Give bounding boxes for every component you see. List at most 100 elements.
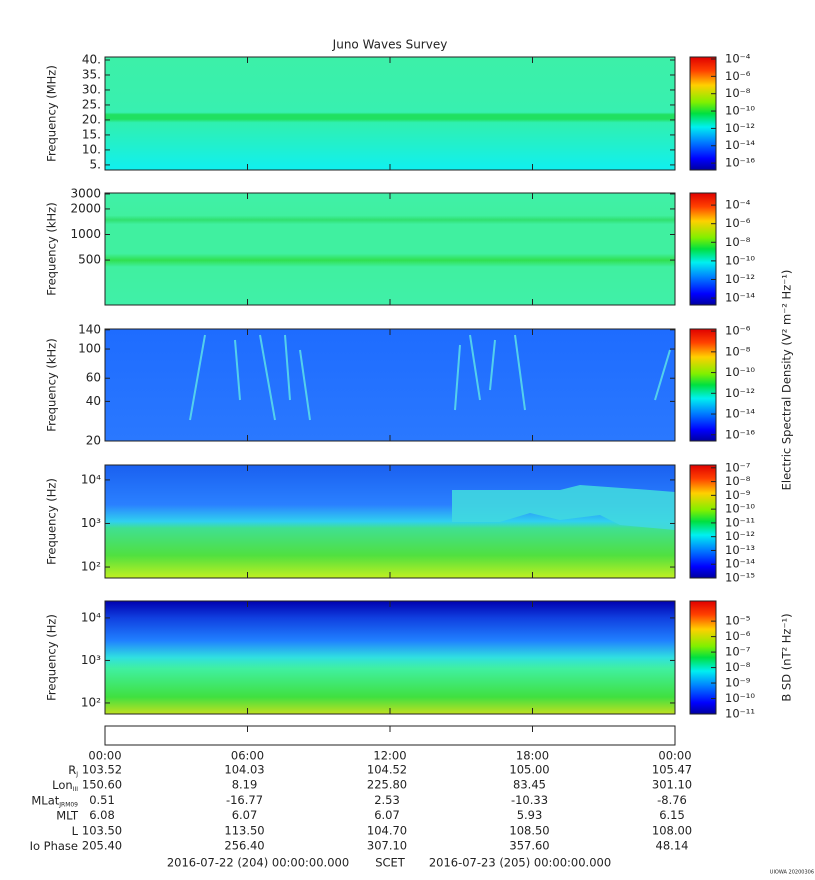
- end-time: 2016-07-23 (205) 00:00:00.000: [429, 856, 611, 870]
- colorbar-tick-label: 10⁻⁶: [725, 216, 751, 230]
- y-tick-label: 1000: [70, 227, 101, 241]
- colorbar-tick-label: 10⁻¹⁰: [725, 502, 755, 516]
- ephemeris-label: Io Phase: [30, 839, 78, 853]
- colorbar-tick-label: 10⁻¹²: [725, 121, 755, 135]
- wave-emission: [452, 485, 675, 530]
- ephemeris-value: 6.15: [659, 808, 685, 822]
- colorbar-tick-label: 10⁻¹⁰: [725, 253, 755, 267]
- colorbar-tick-label: 10⁻⁸: [725, 86, 751, 100]
- colorbar-tick-label: 10⁻⁷: [725, 460, 751, 474]
- colorbar-tick-label: 10⁻¹¹: [725, 515, 755, 529]
- ephemeris-value: -16.77: [226, 793, 263, 807]
- colorbar-tick-label: 10⁻⁹: [725, 488, 751, 502]
- ephemeris-value: 2.53: [374, 793, 400, 807]
- ephemeris-value: -8.76: [657, 793, 687, 807]
- x-tick-label: 18:00: [516, 749, 549, 763]
- colorbar-tick-label: 10⁻⁴: [725, 198, 751, 212]
- ephemeris-label: LonIII: [52, 778, 78, 793]
- ephemeris-label-subscript: J: [75, 771, 78, 778]
- y-tick-label: 10.: [82, 142, 101, 156]
- ephemeris-label-subscript: JRM09: [58, 801, 78, 808]
- ephemeris-value: 105.00: [509, 763, 549, 777]
- ephemeris-value: 6.08: [89, 808, 115, 822]
- colorbar-tick-label: 10⁻⁸: [725, 660, 751, 674]
- colorbar-tick-label: 10⁻¹⁰: [725, 691, 755, 705]
- ephemeris-label-text: MLT: [56, 808, 79, 822]
- ephemeris-value: 0.51: [89, 793, 115, 807]
- ephemeris-value: 104.70: [367, 823, 407, 837]
- ephemeris-label: RJ: [68, 763, 78, 778]
- ephemeris-value: 6.07: [374, 808, 400, 822]
- y-tick-label: 10²: [81, 560, 101, 574]
- ephemeris-value: 357.60: [509, 839, 549, 853]
- y-tick-label: 35.: [82, 67, 101, 81]
- colorbar-tick-label: 10⁻¹⁰: [725, 365, 755, 379]
- colorbar-tick-label: 10⁻¹²: [725, 529, 755, 543]
- y-tick-label: 2000: [70, 201, 101, 215]
- colorbar: [689, 192, 717, 306]
- y-tick-label: 30.: [82, 82, 101, 96]
- ephemeris-value: 256.40: [224, 839, 264, 853]
- colorbar-tick-label: 10⁻⁸: [725, 474, 751, 488]
- colorbar-tick-label: 10⁻¹⁴: [725, 291, 755, 305]
- x-tick-label: 12:00: [373, 749, 406, 763]
- ephemeris-value: 5.93: [517, 808, 543, 822]
- y-axis-label: Frequency (kHz): [45, 338, 59, 431]
- colorbar-tick-label: 10⁻¹²: [725, 386, 755, 400]
- ephemeris-value: 6.07: [232, 808, 258, 822]
- y-axis-label: Frequency (Hz): [45, 478, 59, 565]
- y-axis-label: Frequency (MHz): [45, 65, 59, 162]
- colorbar-label: Electric Spectral Density (V² m⁻² Hz⁻¹): [780, 270, 794, 491]
- ephemeris-value: 108.00: [652, 823, 692, 837]
- chart-title: Juno Waves Survey: [332, 38, 448, 52]
- y-tick-label: 10³: [81, 653, 101, 667]
- ephemeris-label-text: R: [68, 763, 76, 777]
- ephemeris-value: 104.03: [224, 763, 264, 777]
- y-tick-label: 500: [78, 253, 101, 267]
- ephemeris-value: 301.10: [652, 778, 692, 792]
- colorbar: [689, 600, 717, 715]
- ephemeris-label-text: MLat: [31, 793, 59, 807]
- colorbar-tick-label: 10⁻⁸: [725, 344, 751, 358]
- wave-emission: [189, 334, 671, 421]
- colorbar-tick-label: 10⁻¹⁵: [725, 571, 755, 585]
- colorbar-tick-label: 10⁻¹²: [725, 272, 755, 286]
- scet-label: SCET: [375, 856, 406, 870]
- ephemeris-value: 83.45: [513, 778, 546, 792]
- ephemeris-value: 225.80: [367, 778, 407, 792]
- colorbar-tick-label: 10⁻⁹: [725, 676, 751, 690]
- ephemeris-value: 103.52: [82, 763, 122, 777]
- ephemeris-label-text: L: [72, 823, 79, 837]
- start-time: 2016-07-22 (204) 00:00:00.000: [167, 856, 349, 870]
- y-tick-label: 100: [78, 342, 101, 356]
- spectrogram: [105, 193, 675, 305]
- colorbar: [689, 464, 717, 579]
- ephemeris-label: MLT: [56, 808, 79, 822]
- ephemeris-label-text: Io Phase: [30, 839, 78, 853]
- y-tick-label: 10⁴: [81, 610, 101, 624]
- colorbar-tick-label: 10⁻⁴: [725, 51, 751, 65]
- spectrogram: [105, 329, 675, 441]
- y-tick-label: 3000: [70, 186, 101, 200]
- colorbar-label: B SD (nT² Hz⁻¹): [780, 613, 794, 701]
- x-tick-label: 06:00: [231, 749, 264, 763]
- ephemeris-value: 48.14: [656, 839, 689, 853]
- y-tick-label: 10³: [81, 516, 101, 530]
- colorbar-tick-label: 10⁻⁸: [725, 235, 751, 249]
- x-tick-label: 00:00: [658, 749, 691, 763]
- y-axis-label: Frequency (Hz): [45, 614, 59, 701]
- colorbar-tick-label: 10⁻¹⁶: [725, 156, 755, 170]
- y-tick-label: 140: [78, 322, 101, 336]
- colorbar-tick-label: 10⁻⁶: [725, 69, 751, 83]
- y-tick-label: 20: [86, 434, 101, 448]
- ephemeris-value: 104.52: [367, 763, 407, 777]
- ephemeris-label: L: [72, 823, 79, 837]
- colorbar-tick-label: 10⁻¹⁰: [725, 104, 755, 118]
- y-tick-label: 10⁴: [81, 472, 101, 486]
- colorbar-tick-label: 10⁻⁵: [725, 614, 751, 628]
- ephemeris-label: MLatJRM09: [31, 793, 78, 808]
- ephemeris-value: 205.40: [82, 839, 122, 853]
- y-tick-label: 5.: [90, 157, 101, 171]
- y-tick-label: 10²: [81, 695, 101, 709]
- ephemeris-value: -10.33: [511, 793, 548, 807]
